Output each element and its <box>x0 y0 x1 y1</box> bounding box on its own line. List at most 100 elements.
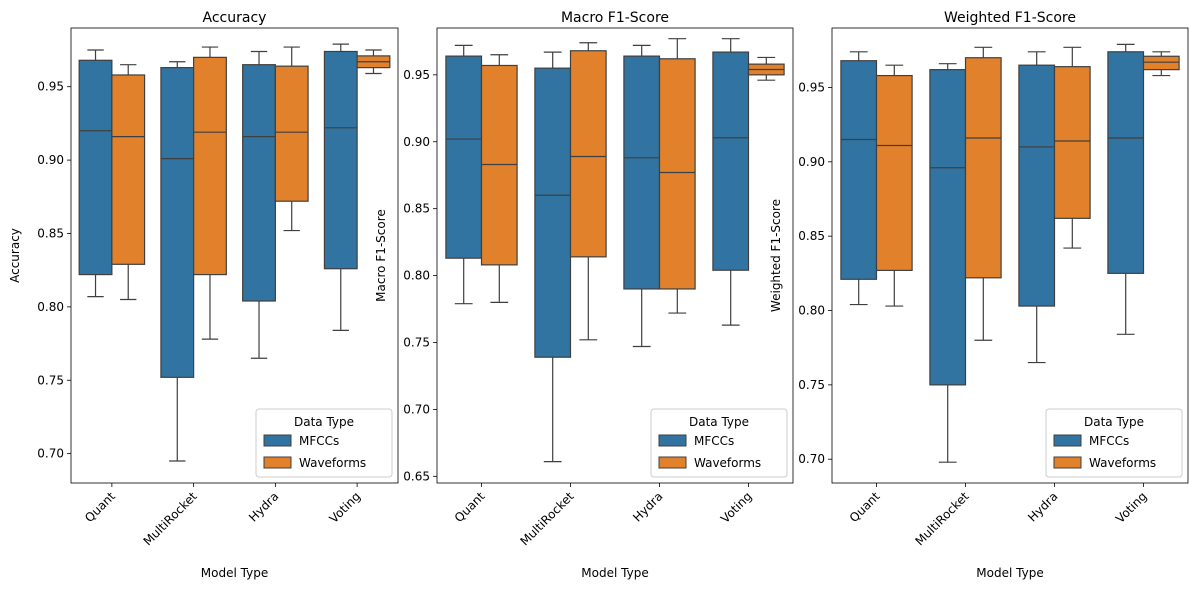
plot-frame <box>436 27 794 484</box>
box-waveforms-voting <box>356 49 391 75</box>
box-waveforms-multirocket <box>569 42 607 341</box>
legend-swatch-waveforms <box>263 456 292 469</box>
y-tick-label: 0.85 <box>798 229 825 243</box>
x-axis-label: Model Type <box>976 566 1043 580</box>
x-tick-label: Quant <box>82 489 118 525</box>
y-tick-label: 0.65 <box>403 469 430 483</box>
x-tick-label: Hydra <box>1025 489 1060 524</box>
box-mfccs-quant <box>78 49 113 298</box>
x-tick-label: Hydra <box>246 489 281 524</box>
chart-panel-1: Accuracy 0.70 0.75 0.80 0.85 0.90 0.95 Accuracy… <box>8 10 399 580</box>
x-tick-label: MultiRocket <box>912 489 971 548</box>
box-iqr <box>445 55 483 259</box>
y-tick-label: 0.70 <box>403 402 430 416</box>
chart-panel-3: Weighted F1-Score 0.70 0.75 0.80 0.85 0.90 0.9… <box>769 10 1189 580</box>
x-tick-label: Hydra <box>630 489 665 524</box>
box-mfccs-voting <box>323 43 358 331</box>
box-waveforms-multirocket <box>964 46 1002 341</box>
box-mfccs-multirocket <box>160 61 195 462</box>
legend: Data Type MFCCs Waveforms <box>255 408 393 478</box>
legend-label-mfccs: MFCCs <box>1089 434 1129 448</box>
y-tick-label: 0.70 <box>798 452 825 466</box>
box-waveforms-hydra <box>658 38 696 314</box>
box-iqr <box>111 74 146 265</box>
box-waveforms-voting <box>1142 51 1180 77</box>
legend-swatch-waveforms <box>1053 456 1082 469</box>
box-iqr <box>160 67 195 378</box>
box-iqr <box>1142 55 1180 71</box>
box-iqr <box>658 58 696 290</box>
legend-title: Data Type <box>689 415 749 429</box>
box-mfccs-hydra <box>242 50 276 359</box>
box-iqr <box>323 50 358 270</box>
y-tick-label: 0.70 <box>37 447 64 461</box>
box-waveforms-multirocket <box>193 46 227 340</box>
y-tick-label: 0.90 <box>37 153 64 167</box>
y-tick-label: 0.85 <box>37 226 64 240</box>
box-mfccs-multirocket <box>534 51 572 463</box>
y-tick-label: 0.75 <box>403 335 430 349</box>
box-iqr <box>480 64 518 266</box>
box-iqr <box>964 57 1002 279</box>
box-iqr <box>534 67 572 358</box>
y-tick-label: 0.80 <box>37 300 64 314</box>
y-tick-label: 0.80 <box>798 304 825 318</box>
x-tick-label: MultiRocket <box>517 489 576 548</box>
box-iqr <box>193 56 227 276</box>
x-tick-label: Voting <box>1113 489 1150 526</box>
legend-swatch-mfccs <box>658 434 687 447</box>
y-axis-label: Macro F1-Score <box>374 209 388 302</box>
x-axis-label: Model Type <box>201 566 268 580</box>
legend-label-mfccs: MFCCs <box>299 434 339 448</box>
box-iqr <box>569 50 607 258</box>
box-waveforms-hydra <box>274 46 309 232</box>
box-mfccs-voting <box>1107 43 1145 335</box>
box-mfccs-hydra <box>1018 51 1056 364</box>
x-tick-label: Quant <box>847 489 883 525</box>
legend-label-waveforms: Waveforms <box>1089 456 1156 470</box>
y-tick-label: 0.95 <box>798 80 825 94</box>
box-iqr <box>840 60 878 280</box>
box-iqr <box>623 55 661 290</box>
legend-label-mfccs: MFCCs <box>694 434 734 448</box>
box-mfccs-voting <box>712 38 750 326</box>
box-iqr <box>929 69 967 386</box>
box-waveforms-quant <box>875 64 913 307</box>
box-iqr <box>875 74 913 271</box>
x-tick-label: Voting <box>327 489 364 526</box>
y-tick-label: 0.85 <box>403 202 430 216</box>
legend-label-waveforms: Waveforms <box>299 456 366 470</box>
box-waveforms-hydra <box>1053 46 1091 249</box>
y-tick-label: 0.75 <box>37 373 64 387</box>
box-iqr <box>1018 64 1056 307</box>
chart-title: Accuracy <box>203 10 267 26</box>
legend-title: Data Type <box>1084 415 1144 429</box>
legend-label-waveforms: Waveforms <box>694 456 761 470</box>
legend-swatch-mfccs <box>1053 434 1082 447</box>
box-waveforms-quant <box>111 64 146 301</box>
plot-frame <box>70 27 399 484</box>
box-iqr <box>1053 66 1091 219</box>
legend: Data Type MFCCs Waveforms <box>1045 408 1183 478</box>
x-axis-label: Model Type <box>581 566 648 580</box>
y-axis-label: Accuracy <box>8 228 22 283</box>
y-tick-label: 0.80 <box>403 269 430 283</box>
y-tick-label: 0.95 <box>403 68 430 82</box>
legend-swatch-waveforms <box>658 456 687 469</box>
chart-panel-2: Macro F1-Score 0.65 0.70 0.75 0.80 0.85 0.90 0.… <box>374 10 794 580</box>
y-tick-label: 0.90 <box>403 135 430 149</box>
legend-swatch-mfccs <box>263 434 292 447</box>
legend-title: Data Type <box>294 415 354 429</box>
legend: Data Type MFCCs Waveforms <box>650 408 788 478</box>
box-waveforms-quant <box>480 54 518 303</box>
x-tick-label: Quant <box>452 489 488 525</box>
chart-title: Macro F1-Score <box>561 10 669 26</box>
box-waveforms-voting <box>747 56 785 81</box>
box-iqr <box>242 64 276 302</box>
box-mfccs-hydra <box>623 44 661 348</box>
y-tick-label: 0.95 <box>37 80 64 94</box>
box-iqr <box>78 59 113 276</box>
box-iqr <box>712 51 750 271</box>
y-tick-label: 0.75 <box>798 378 825 392</box>
box-iqr <box>274 65 309 202</box>
